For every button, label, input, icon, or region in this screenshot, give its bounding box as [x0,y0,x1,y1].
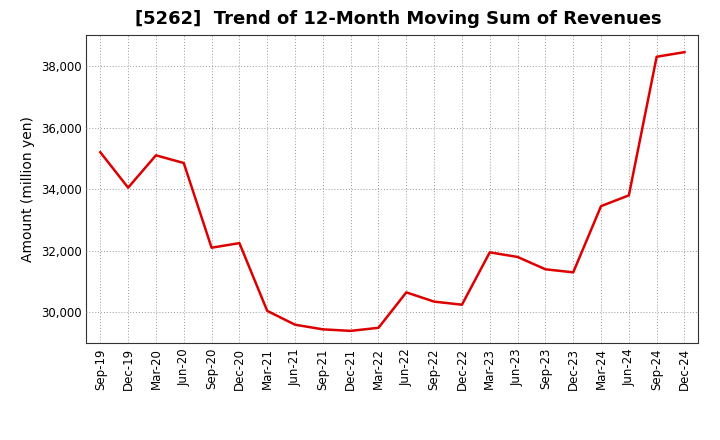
Text: [5262]  Trend of 12-Month Moving Sum of Revenues: [5262] Trend of 12-Month Moving Sum of R… [135,10,662,28]
Y-axis label: Amount (million yen): Amount (million yen) [21,116,35,262]
